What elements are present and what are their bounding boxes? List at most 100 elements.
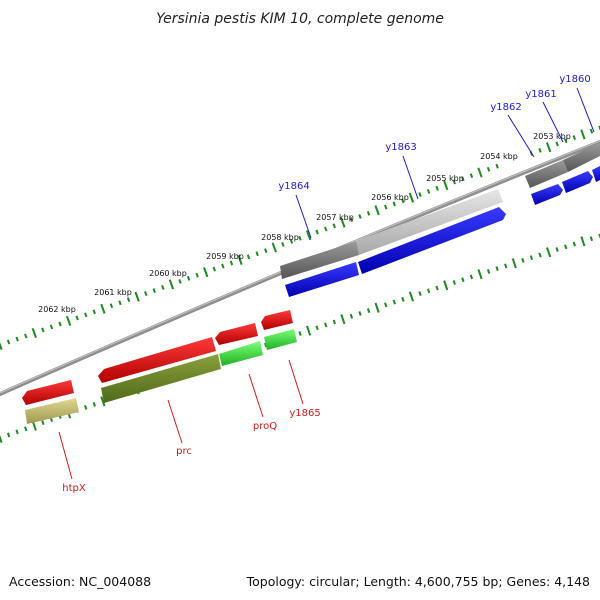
upper-tick-row-tick [469, 173, 474, 179]
upper-tick-row-tick [452, 179, 456, 185]
features [22, 143, 600, 424]
upper-tick-row-tick [126, 297, 131, 303]
label-leader-line [507, 114, 535, 158]
upper-tick-row-tick [366, 210, 371, 216]
cds-arrow-y1865 [261, 310, 293, 330]
label-leader-line [167, 399, 183, 444]
upper-tick-row-tick [84, 312, 88, 318]
gene-bar-y1864 [280, 241, 359, 279]
lower-tick-row-tick [100, 396, 106, 407]
upper-tick-row-tick [461, 176, 465, 182]
upper-tick-row-tick [418, 192, 422, 197]
upper-tick-row-tick [443, 180, 449, 191]
lower-tick-row-tick [31, 420, 37, 431]
label-leader-line [295, 194, 312, 239]
tick-label: 2055 kbp [426, 174, 464, 183]
upper-tick-row-tick [229, 260, 234, 266]
tick-label: 2059 kbp [206, 252, 244, 261]
gene-label-prc[interactable]: prc [176, 446, 192, 457]
gene-bar-y1863 [356, 189, 503, 255]
upper-tick-row-tick [555, 141, 559, 147]
upper-tick-row-tick [255, 251, 259, 257]
upper-tick-row-tick [6, 339, 11, 345]
gene-label-y1865[interactable]: y1865 [289, 408, 320, 419]
lower-tick-row-tick [495, 266, 499, 272]
lower-tick-row-tick [589, 236, 594, 242]
gene-bar-proQ [219, 341, 263, 366]
upper-tick-row-tick [58, 321, 62, 327]
tick-label: 2061 kbp [94, 288, 132, 297]
lower-tick-row-tick [418, 291, 422, 297]
upper-tick-row-tick [203, 267, 209, 278]
upper-tick-row-tick [49, 324, 54, 330]
lower-tick-row-tick [24, 426, 28, 432]
upper-tick-row-tick [134, 291, 140, 302]
upper-tick-row-tick [580, 129, 586, 140]
upper-tick-row-tick [305, 230, 312, 241]
upper-tick-row-tick [340, 217, 346, 228]
lower-tick-row-tick [349, 313, 354, 319]
gene-label-y1861[interactable]: y1861 [525, 89, 556, 100]
label-leader-line [248, 373, 264, 418]
gene-label-y1862[interactable]: y1862 [490, 102, 521, 113]
lower-tick-row-tick [6, 432, 11, 438]
lower-tick-row-tick [511, 258, 517, 269]
upper-tick-row-tick [358, 214, 362, 219]
tick-label: 2054 kbp [480, 152, 518, 161]
lower-tick-row-tick [332, 319, 336, 325]
gene-label-y1863[interactable]: y1863 [385, 142, 416, 153]
gene-label-y1864[interactable]: y1864 [278, 181, 309, 192]
upper-tick-row-tick [374, 205, 380, 216]
cds-arrow-prc [98, 337, 216, 383]
lower-tick-row-tick [41, 420, 45, 426]
lower-tick-row-tick [426, 288, 431, 294]
upper-tick-row-tick [324, 226, 328, 232]
upper-tick-row-tick [186, 275, 191, 281]
tick-label: 2056 kbp [371, 193, 409, 202]
gene-label-htpX[interactable]: htpX [62, 483, 86, 494]
label-leader-line [542, 101, 564, 143]
cds-arrow-htpX [22, 380, 74, 405]
upper-tick-row-tick [100, 303, 106, 314]
lower-tick-row-tick [477, 269, 483, 280]
upper-tick-row-tick [92, 309, 96, 315]
upper-tick-row-tick [477, 167, 483, 178]
upper-tick-row-tick [212, 266, 216, 272]
gene-bar-prc [101, 354, 221, 403]
upper-tick-row-tick [15, 336, 19, 342]
upper-tick-row-tick [408, 192, 415, 203]
upper-tick-row-tick [246, 254, 251, 260]
cds-arrow-y1864 [285, 262, 359, 297]
upper-tick-row-tick [24, 333, 28, 339]
lower-tick-row-tick [315, 325, 319, 331]
lower-tick-row-tick [555, 247, 559, 252]
upper-tick-row-tick [435, 185, 439, 191]
lower-tick-row-tick [461, 277, 465, 283]
lower-tick-row-tick [529, 255, 534, 261]
lower-tick-row-tick [452, 280, 456, 285]
upper-tick-row-tick [564, 138, 568, 144]
lower-tick-row-tick [374, 302, 380, 313]
label-leader-line [576, 87, 595, 133]
gene-label-y1860[interactable]: y1860 [559, 74, 590, 85]
genome-summary-text: Topology: circular; Length: 4,600,755 bp… [246, 574, 590, 589]
accession-text: Accession: NC_004088 [9, 574, 151, 589]
label-leader-line [402, 155, 419, 200]
upper-tick-row-tick [401, 198, 405, 204]
upper-tick-row-tick [168, 279, 175, 290]
gene-bar-htpX [25, 398, 79, 424]
upper-tick-row-tick [349, 217, 354, 223]
gene-label-proQ[interactable]: proQ [253, 421, 277, 432]
lower-tick-row-tick [92, 401, 96, 407]
cds-arrow-proQ [215, 323, 258, 345]
lower-tick-row-tick [358, 311, 362, 316]
lower-tick-row-tick [0, 434, 3, 444]
upper-tick-row-tick [109, 303, 114, 309]
tick-label: 2057 kbp [316, 213, 354, 222]
lower-tick-row-tick [264, 342, 268, 348]
upper-tick-row-tick [332, 223, 336, 229]
upper-tick-row-tick [161, 285, 165, 290]
upper-tick-row-tick [31, 327, 37, 339]
lower-tick-row-tick [538, 252, 542, 258]
